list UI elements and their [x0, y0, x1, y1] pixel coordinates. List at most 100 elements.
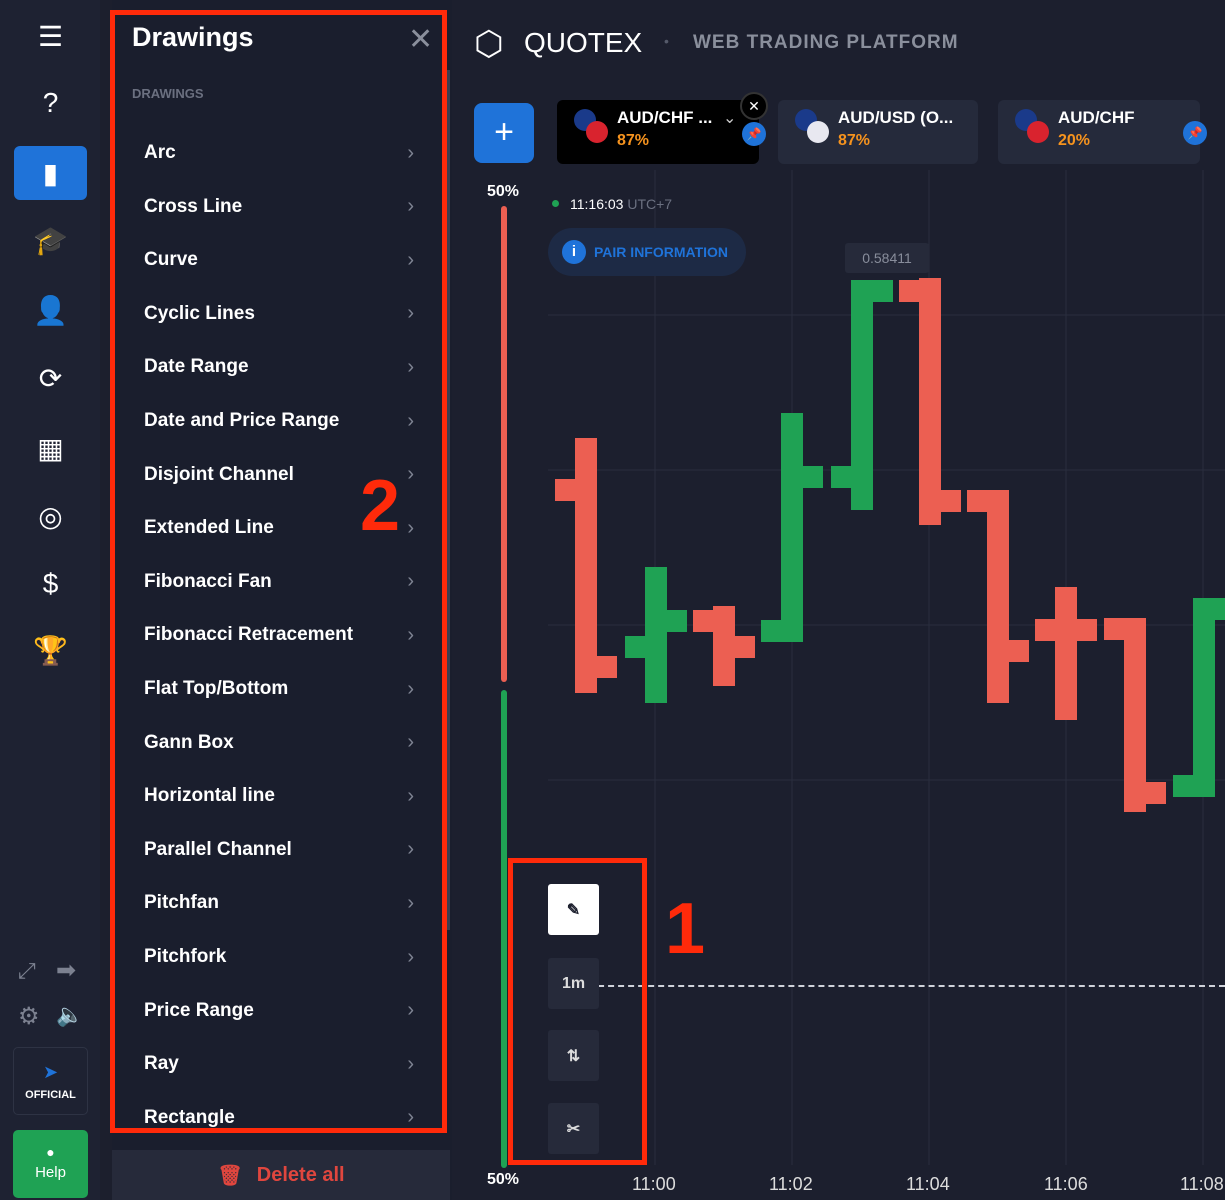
candle-up	[645, 567, 667, 703]
drawing-item[interactable]: Ray ›	[144, 1052, 414, 1075]
help-chat-icon[interactable]: ?	[42, 87, 59, 118]
drawing-item[interactable]: Extended Line ›	[144, 516, 414, 539]
x-axis-label: 11:06	[1044, 1174, 1088, 1194]
drawing-tool-button[interactable]: ✎	[548, 884, 599, 935]
chevron-right-icon: ›	[407, 677, 414, 700]
candle-up	[1193, 598, 1215, 797]
bottom-sentiment: 50%	[487, 1171, 520, 1188]
sentiment-buy-bar	[501, 690, 507, 1168]
candle-up	[831, 466, 851, 488]
candle-up	[851, 280, 873, 510]
drawing-item[interactable]: Curve ›	[144, 248, 414, 271]
delete-all-button[interactable]: 🗑 Delete all	[112, 1150, 450, 1200]
platform-subtitle: WEB TRADING PLATFORM	[693, 32, 959, 53]
highlight-box-2	[110, 10, 447, 1133]
market-icon[interactable]: ▦	[37, 432, 64, 464]
candle-up	[803, 466, 823, 488]
pair-information-button[interactable]: i PAIR INFORMATION	[548, 228, 746, 276]
chevron-right-icon: ›	[407, 891, 414, 914]
drawing-item[interactable]: Pitchfan ›	[144, 891, 414, 914]
candle-up	[781, 413, 803, 642]
scrollbar[interactable]	[446, 70, 450, 930]
drawing-item[interactable]: Date and Price Range ›	[144, 409, 414, 432]
drawing-item[interactable]: Flat Top/Bottom ›	[144, 677, 414, 700]
current-price-line	[548, 985, 1225, 987]
asset-tab[interactable]: AUD/CHF ... 87% ⌄	[557, 100, 759, 164]
candles	[548, 170, 1225, 1165]
candle-up	[873, 280, 893, 302]
chevron-right-icon: ›	[407, 945, 414, 968]
menu-icon[interactable]: ☰	[37, 20, 64, 52]
drawing-item[interactable]: Rectangle ›	[144, 1106, 414, 1129]
brand-name: QUOTEX	[524, 27, 643, 58]
candle-down	[919, 278, 941, 525]
pin-icon[interactable]: 📌	[1183, 121, 1207, 145]
candles-icon: ⇅	[566, 1047, 581, 1065]
panel-title: Drawings	[132, 22, 254, 52]
chevron-right-icon: ›	[407, 731, 414, 754]
price-label: 0.58411	[845, 243, 929, 273]
chevron-right-icon: ›	[407, 570, 414, 593]
drawing-item[interactable]: Disjoint Channel ›	[144, 463, 414, 486]
close-tab-icon[interactable]: ✕	[740, 92, 768, 120]
chevron-right-icon: ›	[407, 141, 414, 164]
drawing-item[interactable]: Horizontal line ›	[144, 784, 414, 807]
logout-icon[interactable]: ➡	[56, 957, 77, 984]
telegram-icon: ➤	[42, 1062, 59, 1082]
signal-icon[interactable]: ◎	[38, 500, 63, 532]
candle-up	[625, 636, 645, 658]
x-axis-label: 11:08	[1180, 1174, 1224, 1194]
user-icon[interactable]: 👤	[33, 294, 68, 326]
info-icon: i	[562, 240, 586, 264]
x-axis-label: 11:04	[906, 1174, 950, 1194]
candle-down	[713, 606, 735, 686]
fullscreen-icon[interactable]: ⤢	[18, 958, 36, 983]
flag-icon	[795, 109, 829, 143]
candle-down	[1055, 587, 1077, 720]
help-button[interactable]: ● Help	[13, 1130, 88, 1198]
chart-icon[interactable]: ▮	[14, 146, 87, 200]
chevron-down-icon[interactable]: ⌄	[723, 110, 737, 127]
candle-down	[1104, 618, 1124, 640]
coins-icon[interactable]: $	[42, 568, 59, 599]
pin-icon[interactable]: 📌	[742, 122, 766, 146]
pencil-icon: ✎	[566, 901, 581, 919]
drawing-item[interactable]: Parallel Channel ›	[144, 838, 414, 861]
chart-type-button[interactable]: ⇅	[548, 1030, 599, 1081]
drawing-item[interactable]: Arc ›	[144, 141, 414, 164]
flag-icon	[1015, 109, 1049, 143]
drawing-item[interactable]: Fibonacci Fan ›	[144, 570, 414, 593]
drawing-item[interactable]: Cyclic Lines ›	[144, 302, 414, 325]
candle-down	[735, 636, 755, 658]
candle-down	[1124, 618, 1146, 812]
education-icon[interactable]: 🎓	[33, 224, 68, 256]
asset-tab[interactable]: AUD/USD (O... 87%	[778, 100, 978, 164]
indicators-button[interactable]: ✂	[548, 1103, 599, 1154]
sound-icon[interactable]: 🔈	[56, 1002, 84, 1027]
drawing-item[interactable]: Pitchfork ›	[144, 945, 414, 968]
drawing-item[interactable]: Fibonacci Retracement ›	[144, 623, 414, 646]
drawings-panel: Drawings ✕ DRAWINGS Arc › Cross Line › Curve…	[112, 0, 452, 1200]
chevron-right-icon: ›	[407, 623, 414, 646]
add-tab-button[interactable]: +	[474, 103, 534, 163]
official-button[interactable]: ➤ OFFICIAL	[13, 1047, 88, 1115]
timeframe-button[interactable]: 1m	[548, 958, 599, 1009]
drawing-item[interactable]: Price Range ›	[144, 999, 414, 1022]
refresh-icon[interactable]: ⟳	[38, 362, 63, 394]
drawing-item[interactable]: Date Range ›	[144, 355, 414, 378]
candle-down	[941, 490, 961, 512]
chevron-right-icon: ›	[407, 248, 414, 271]
drawing-item[interactable]: Cross Line ›	[144, 195, 414, 218]
close-icon[interactable]: ✕	[408, 23, 434, 56]
trash-icon: 🗑	[217, 1164, 243, 1187]
candle-down	[967, 490, 987, 512]
trophy-icon[interactable]: 🏆	[33, 634, 68, 666]
candle-up	[1215, 598, 1225, 620]
chevron-right-icon: ›	[407, 302, 414, 325]
settings-icon[interactable]: ⚙	[18, 1003, 40, 1030]
annotation-1: 1	[665, 889, 706, 969]
drawing-item[interactable]: Gann Box ›	[144, 731, 414, 754]
asset-tab[interactable]: AUD/CHF 20%	[998, 100, 1200, 164]
chart-area[interactable]: ⬡ QUOTEX • WEB TRADING PLATFORM +	[452, 0, 1225, 1200]
chevron-right-icon: ›	[407, 195, 414, 218]
